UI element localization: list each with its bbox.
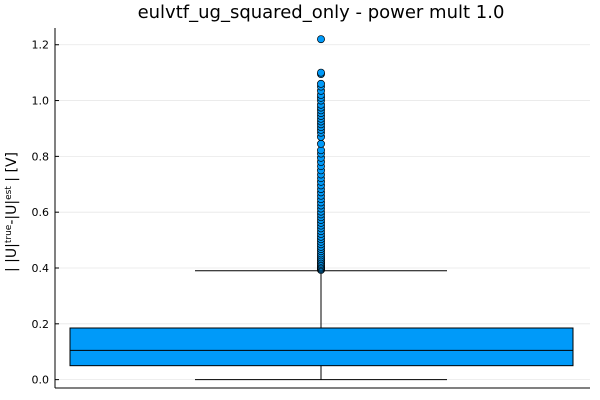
outlier-point	[317, 35, 325, 44]
y-axis-label-part: | [V]	[4, 152, 20, 186]
axes	[54, 28, 590, 389]
box	[69, 270, 574, 381]
y-tick-label: 0.4	[32, 262, 50, 275]
y-axis-label: | |U|true-|U|est | [V]	[4, 152, 20, 272]
interquartile-box	[69, 327, 574, 367]
y-tick-label: 0.0	[32, 374, 50, 387]
y-tick-label: 0.8	[32, 150, 50, 163]
y-axis-label-part: | |U|	[4, 243, 20, 272]
outlier-point	[317, 68, 325, 77]
outlier-point	[317, 79, 325, 88]
y-tick-label: 1.0	[32, 95, 50, 108]
outlier-points	[317, 35, 325, 274]
y-tick-label: 0.2	[32, 318, 50, 331]
y-axis-label-part: -|U|	[4, 200, 20, 225]
chart-title: eulvtf_ug_squared_only - power mult 1.0	[138, 2, 505, 23]
y-axis-label-superscript: est	[4, 186, 14, 200]
y-tick-label: 1.2	[32, 39, 50, 52]
y-axis-label-superscript: true	[4, 224, 14, 243]
y-tick-labels: 0.0 0.2 0.4 0.6 0.8 1.0 1.2	[32, 39, 50, 387]
outlier-point	[317, 139, 325, 148]
y-tick-label: 0.6	[32, 206, 50, 219]
